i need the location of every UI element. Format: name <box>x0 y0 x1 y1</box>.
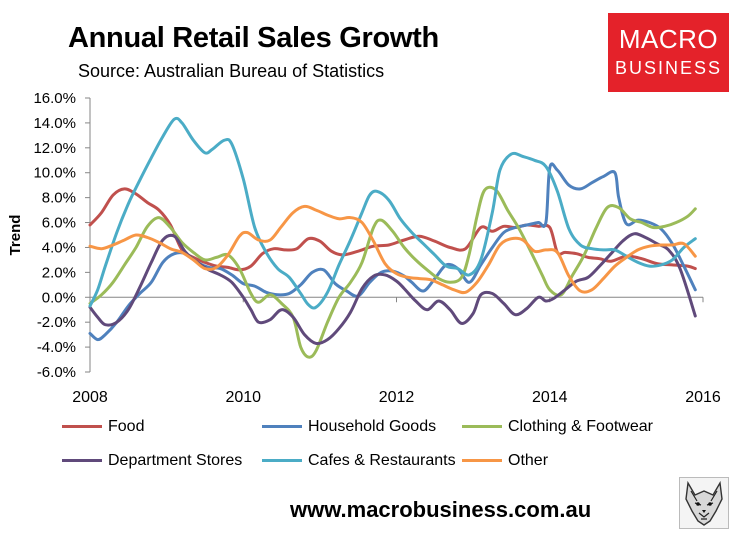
y-axis-title: Trend <box>7 215 24 256</box>
x-tick-label: 2014 <box>532 389 568 406</box>
y-tick-label: 14.0% <box>33 115 76 132</box>
legend-label-other: Other <box>508 452 549 469</box>
legend-label-cafes-restaurants: Cafes & Restaurants <box>308 452 456 469</box>
legend-swatch-food <box>62 425 102 429</box>
y-tick-label: -2.0% <box>37 314 76 331</box>
y-tick-label: 10.0% <box>33 165 76 182</box>
legend-swatch-department-stores <box>62 459 102 463</box>
x-tick-label: 2012 <box>379 389 415 406</box>
macrobusiness-logo: MACRO BUSINESS <box>608 13 729 92</box>
y-tick-label: 0.0% <box>42 289 76 306</box>
series-line-cafes-restaurants <box>88 116 697 310</box>
series-line-other <box>88 204 697 295</box>
legend-item-clothing-footwear: Clothing & Footwear <box>462 418 653 436</box>
legend-item-department-stores: Department Stores <box>62 452 242 470</box>
legend-item-other: Other <box>462 452 548 470</box>
legend-label-household-goods: Household Goods <box>308 418 437 435</box>
legend-item-cafes-restaurants: Cafes & Restaurants <box>262 452 456 470</box>
legend-item-food: Food <box>62 418 144 436</box>
legend-swatch-other <box>462 459 502 463</box>
legend-item-household-goods: Household Goods <box>262 418 436 436</box>
series-line-clothing-footwear <box>88 185 697 359</box>
y-tick-label: 6.0% <box>42 215 76 232</box>
legend-label-department-stores: Department Stores <box>108 452 243 469</box>
chart-title: Annual Retail Sales Growth <box>68 22 439 54</box>
legend-label-food: Food <box>108 418 145 435</box>
y-tick-label: -4.0% <box>37 339 76 356</box>
y-tick-label: 12.0% <box>33 140 76 157</box>
y-tick-label: 8.0% <box>42 190 76 207</box>
y-tick-label: 4.0% <box>42 239 76 256</box>
legend-label-clothing-footwear: Clothing & Footwear <box>508 418 653 435</box>
x-tick-label: 2008 <box>72 389 108 406</box>
y-tick-label: -6.0% <box>37 364 76 381</box>
chart-subtitle: Source: Australian Bureau of Statistics <box>78 61 385 81</box>
legend-swatch-household-goods <box>262 425 302 429</box>
website-url: www.macrobusiness.com.au <box>290 497 592 522</box>
legend-swatch-cafes-restaurants <box>262 459 302 463</box>
y-tick-label: 16.0% <box>33 90 76 107</box>
x-tick-label: 2016 <box>685 389 721 406</box>
x-tick-label: 2010 <box>225 389 261 406</box>
wolf-mascot-icon <box>679 477 729 529</box>
legend-swatch-clothing-footwear <box>462 425 502 429</box>
logo-line-1: MACRO <box>618 24 719 54</box>
series-line-department-stores <box>88 232 697 346</box>
y-tick-label: 2.0% <box>42 264 76 281</box>
logo-line-2: BUSINESS <box>614 58 723 78</box>
